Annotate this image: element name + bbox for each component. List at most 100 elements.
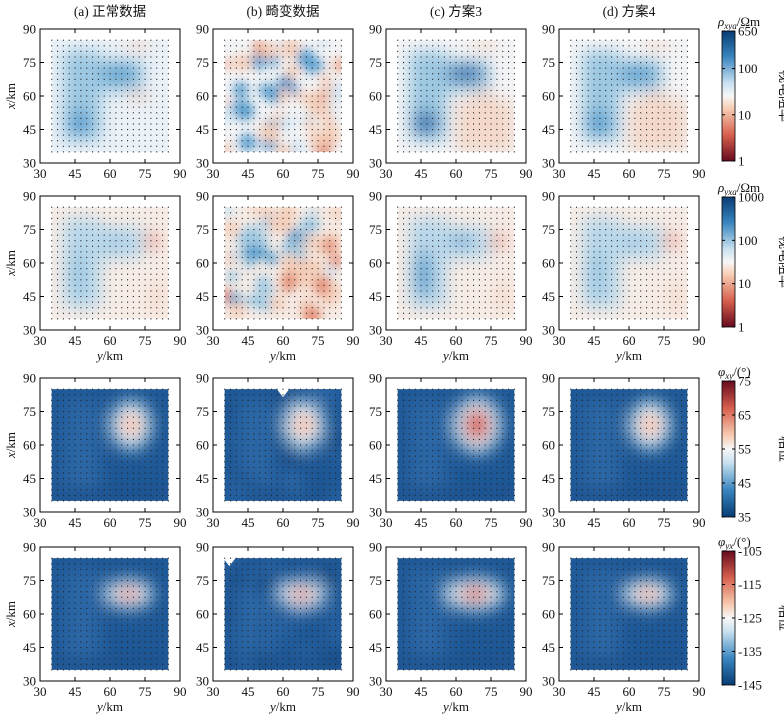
station-dot: [340, 62, 342, 64]
station-dot: [74, 117, 76, 119]
station-dot: [68, 318, 70, 320]
station-dot: [259, 450, 261, 452]
station-dot: [455, 312, 457, 314]
station-dot: [611, 234, 613, 236]
station-dot: [247, 234, 249, 236]
station-dot: [305, 56, 307, 58]
station-dot: [109, 140, 111, 142]
station-dot: [681, 307, 683, 309]
station-dot: [144, 234, 146, 236]
station-dot: [432, 273, 434, 275]
station-dot: [282, 106, 284, 108]
station-dot: [397, 84, 399, 86]
station-dot: [57, 245, 59, 247]
station-dot: [403, 95, 405, 97]
station-dot: [599, 112, 601, 114]
y-tick-label: 75: [23, 222, 36, 237]
station-dot: [97, 296, 99, 298]
station-dot: [455, 273, 457, 275]
x-tick-label: 60: [450, 333, 463, 348]
station-dot: [276, 388, 278, 390]
station-dot: [270, 489, 272, 491]
station-dot: [68, 50, 70, 52]
station-dot: [576, 84, 578, 86]
station-dot: [62, 62, 64, 64]
station-dot: [616, 284, 618, 286]
station-dot: [51, 284, 53, 286]
station-dot: [408, 268, 410, 270]
station-dot: [622, 56, 624, 58]
station-dot: [300, 399, 302, 401]
station-dot: [230, 117, 232, 119]
station-dot: [663, 140, 665, 142]
station-dot: [502, 145, 504, 147]
station-dot: [138, 56, 140, 58]
station-dot: [294, 461, 296, 463]
station-dot: [127, 39, 129, 41]
station-dot: [156, 62, 158, 64]
station-dot: [92, 433, 94, 435]
station-dot: [109, 472, 111, 474]
station-dot: [335, 245, 337, 247]
station-dot: [156, 290, 158, 292]
station-dot: [230, 399, 232, 401]
x-tick-label: 60: [104, 515, 117, 530]
station-dot: [247, 78, 249, 80]
station-dot: [259, 45, 261, 47]
station-dot: [305, 212, 307, 214]
station-dot: [109, 84, 111, 86]
station-dot: [329, 489, 331, 491]
station-dot: [265, 312, 267, 314]
station-dot: [109, 39, 111, 41]
station-dot: [265, 450, 267, 452]
station-dot: [247, 229, 249, 231]
station-dot: [247, 427, 249, 429]
station-dot: [109, 212, 111, 214]
station-dot: [340, 500, 342, 502]
station-dot: [167, 89, 169, 92]
station-dot: [335, 489, 337, 491]
station-dot: [253, 461, 255, 463]
station-dot: [270, 84, 272, 86]
station-dot: [651, 117, 653, 119]
station-dot: [397, 296, 399, 298]
station-dot: [570, 84, 572, 86]
station-dot: [426, 78, 428, 80]
station-dot: [247, 262, 249, 264]
station-dot: [420, 112, 422, 114]
station-dot: [109, 422, 111, 424]
station-dot: [473, 234, 475, 236]
station-dot: [414, 101, 416, 103]
y-tick-label: 90: [542, 22, 555, 37]
station-dot: [92, 62, 94, 64]
station-dot: [593, 117, 595, 119]
station-dot: [294, 67, 296, 69]
y-tick-label: 45: [196, 122, 209, 137]
station-dot: [235, 89, 237, 92]
station-dot: [92, 489, 94, 491]
station-dot: [581, 212, 583, 214]
station-dot: [513, 50, 515, 52]
station-dot: [323, 39, 325, 41]
station-dot: [294, 273, 296, 275]
station-dot: [247, 206, 249, 208]
station-dot: [646, 229, 648, 231]
station-dot: [305, 89, 307, 92]
station-dot: [288, 472, 290, 474]
station-dot: [57, 279, 59, 281]
station-dot: [490, 140, 492, 142]
station-dot: [109, 461, 111, 463]
station-dot: [443, 134, 445, 136]
station-dot: [508, 101, 510, 103]
station-dot: [288, 466, 290, 468]
station-dot: [467, 318, 469, 320]
station-dot: [669, 279, 671, 281]
station-dot: [121, 145, 123, 147]
noise-blob: [251, 53, 267, 70]
noise-blob: [290, 452, 302, 464]
station-dot: [68, 84, 70, 86]
station-dot: [311, 117, 313, 119]
station-dot: [86, 483, 88, 485]
station-dot: [68, 296, 70, 298]
station-dot: [282, 399, 284, 401]
